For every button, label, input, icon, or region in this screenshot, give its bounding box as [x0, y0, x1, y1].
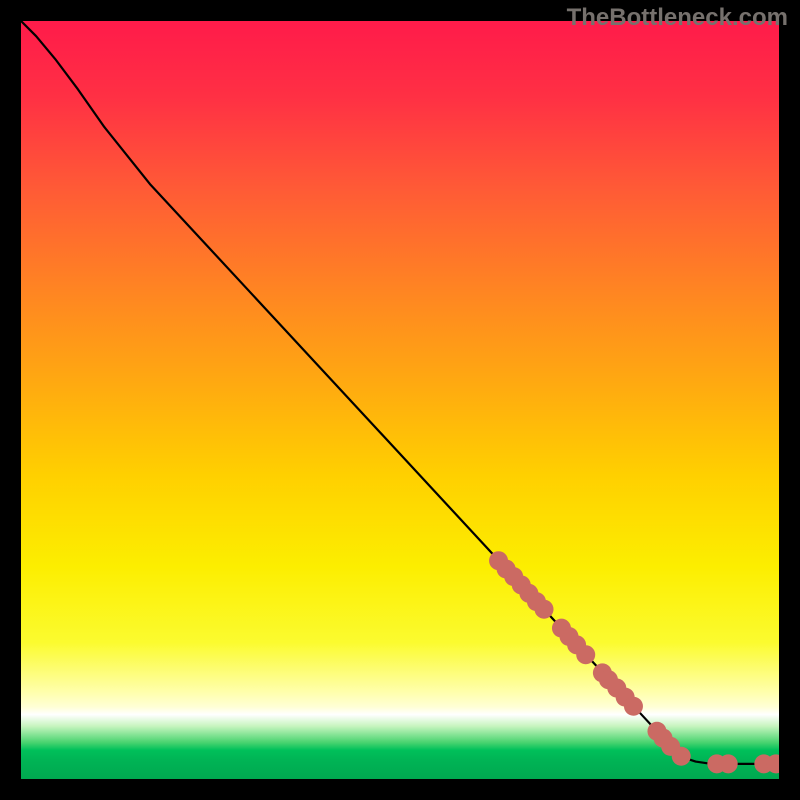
heat-gradient-background — [21, 21, 779, 779]
chart-frame: TheBottleneck.com — [0, 0, 800, 800]
data-marker — [672, 747, 691, 766]
data-marker — [535, 600, 554, 619]
chart-svg — [21, 21, 779, 779]
data-marker — [719, 754, 738, 773]
plot-area — [21, 21, 779, 779]
data-marker — [624, 697, 643, 716]
data-marker — [576, 645, 595, 664]
watermark-text: TheBottleneck.com — [567, 4, 788, 32]
